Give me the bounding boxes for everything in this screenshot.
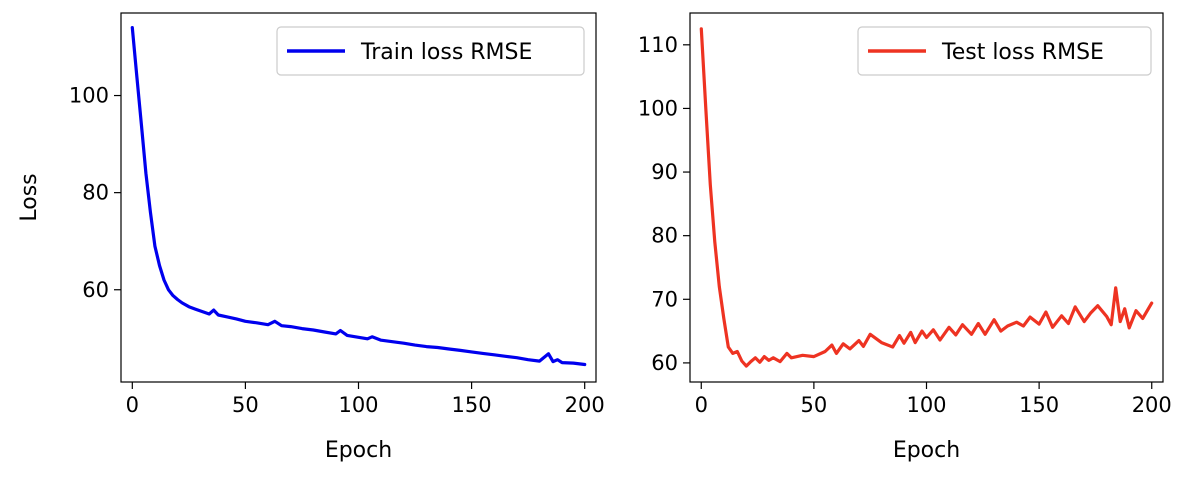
x-tick-label: 100 bbox=[906, 393, 946, 417]
x-tick-label: 50 bbox=[801, 393, 828, 417]
legend-box bbox=[857, 26, 1152, 76]
x-tick-label: 200 bbox=[565, 393, 605, 417]
y-tick-label: 80 bbox=[82, 181, 109, 205]
series-line-0 bbox=[699, 27, 1154, 368]
x-tick-label: 0 bbox=[126, 393, 139, 417]
x-axis-label: Epoch bbox=[325, 438, 392, 463]
y-tick-label: 60 bbox=[651, 351, 678, 375]
x-tick-label: 150 bbox=[1019, 393, 1059, 417]
y-tick-label: 110 bbox=[638, 33, 678, 57]
legend-label: Train loss RMSE bbox=[360, 40, 532, 65]
x-tick-label: 0 bbox=[695, 393, 708, 417]
test-loss-panel: 0 50 100 150 200 60 70 80 90 100 110 Epoch Test loss… bbox=[638, 12, 1172, 463]
legend-label: Test loss RMSE bbox=[941, 40, 1104, 65]
series-line-0 bbox=[130, 26, 587, 367]
x-tick-label: 150 bbox=[452, 393, 492, 417]
y-tick-label: 70 bbox=[651, 287, 678, 311]
train-loss-panel: 0 50 100 150 200 60 80 100 Epoch Loss Train loss R… bbox=[17, 12, 605, 463]
y-tick-label: 90 bbox=[651, 160, 678, 184]
y-tick-label: 100 bbox=[69, 84, 109, 108]
y-axis-label: Loss bbox=[17, 173, 42, 221]
x-tick-label: 50 bbox=[232, 393, 259, 417]
x-axis-label: Epoch bbox=[893, 438, 960, 463]
y-tick-label: 60 bbox=[82, 278, 109, 302]
y-tick-label: 100 bbox=[638, 96, 678, 120]
x-tick-label: 100 bbox=[338, 393, 378, 417]
legend-box bbox=[276, 26, 585, 76]
y-tick-label: 80 bbox=[651, 224, 678, 248]
x-tick-label: 200 bbox=[1132, 393, 1172, 417]
